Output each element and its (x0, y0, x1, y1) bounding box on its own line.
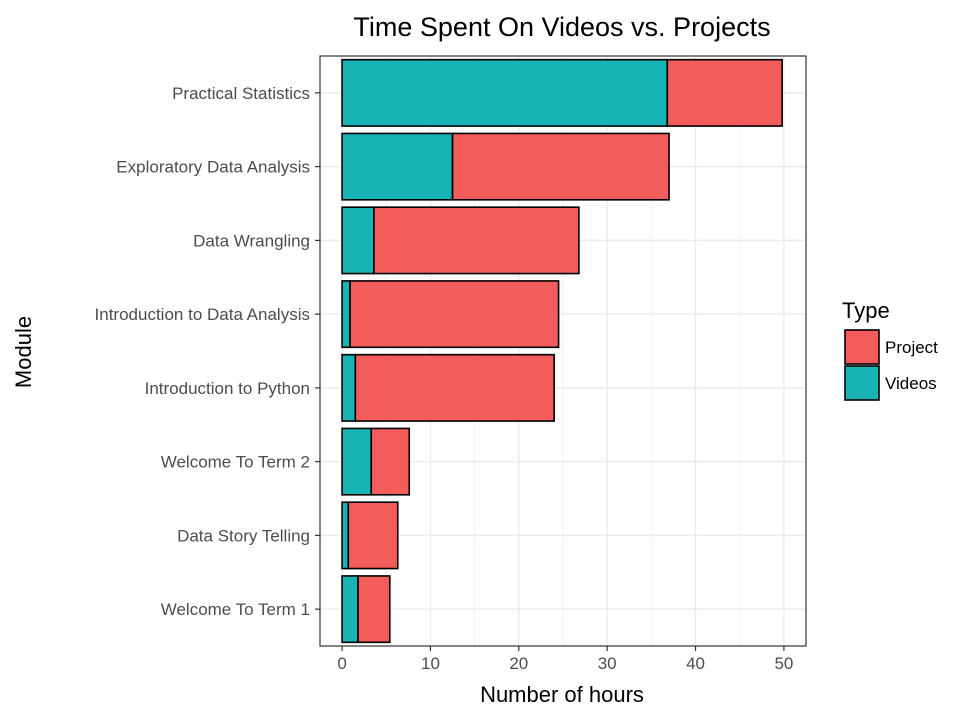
x-tick-label: 20 (509, 654, 528, 673)
x-axis-title: Number of hours (480, 682, 644, 707)
bar-segment-project (347, 501, 399, 570)
bar-segment-project (354, 353, 555, 422)
y-tick-label: Exploratory Data Analysis (116, 158, 310, 177)
bar-segment-videos (341, 280, 351, 349)
bar-segment-videos (341, 353, 357, 422)
y-tick-label: Introduction to Python (145, 379, 310, 398)
y-axis-title: Module (11, 316, 36, 388)
y-tick-label: Data Wrangling (193, 231, 310, 250)
legend-key-videos (844, 365, 880, 401)
y-tick-label: Welcome To Term 2 (161, 453, 310, 472)
legend: Project Videos (844, 329, 938, 401)
y-tick-label: Data Story Telling (177, 526, 310, 545)
bar-segment-videos (341, 58, 669, 127)
bar-segment-project (373, 206, 580, 275)
bar-segment-videos (341, 501, 350, 570)
y-tick-label: Introduction to Data Analysis (95, 305, 310, 324)
bar-segment-project (666, 58, 783, 127)
y-tick-label: Welcome To Term 1 (161, 600, 310, 619)
plot-area: 0 10 20 30 40 50 Practical Statistics Explorato… (95, 55, 807, 673)
bar-segment-project (357, 575, 391, 644)
chart-title: Time Spent On Videos vs. Projects (353, 12, 770, 42)
bar-segment-project (370, 427, 411, 496)
bar-segment-project (451, 132, 670, 201)
legend-title: Type (842, 298, 890, 323)
bar-segment-project (349, 280, 560, 349)
bar-segment-videos (341, 132, 454, 201)
y-tick-label: Practical Statistics (172, 84, 310, 103)
x-tick-label: 0 (337, 654, 346, 673)
bar-segment-videos (341, 575, 359, 644)
legend-label-videos: Videos (885, 374, 937, 393)
legend-key-project (844, 329, 880, 365)
bar-segment-videos (341, 206, 375, 275)
x-tick-label: 30 (598, 654, 617, 673)
x-tick-label: 50 (774, 654, 793, 673)
x-tick-label: 40 (686, 654, 705, 673)
legend-label-project: Project (885, 338, 938, 357)
x-tick-label: 10 (421, 654, 440, 673)
bar-segment-videos (341, 427, 373, 496)
plot-panel-border (319, 55, 807, 647)
